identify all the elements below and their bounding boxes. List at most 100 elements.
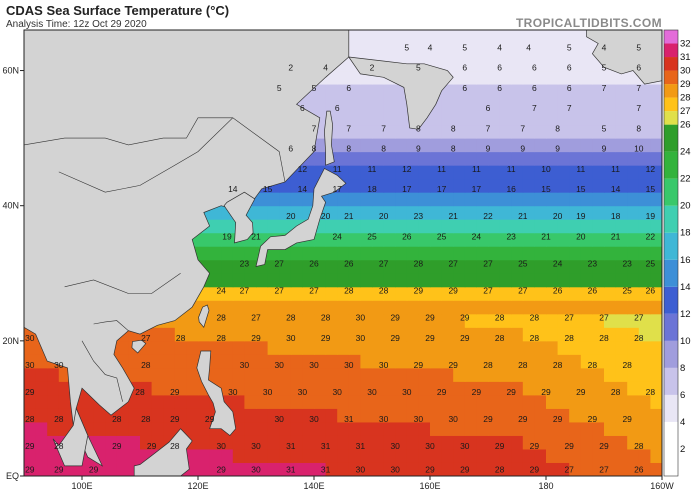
sst-cell — [476, 354, 489, 369]
sst-cell — [430, 138, 443, 153]
lat-label: 60N — [2, 66, 19, 76]
sst-value: 5 — [277, 83, 282, 93]
sst-value: 30 — [274, 414, 284, 424]
sst-cell — [267, 462, 280, 477]
sst-cell — [534, 30, 547, 45]
sst-cell — [638, 246, 651, 261]
sst-cell — [650, 124, 663, 139]
sst-cell — [279, 300, 292, 315]
sst-value: 21 — [344, 211, 354, 221]
sst-cell — [348, 178, 361, 193]
sst-cell — [314, 327, 327, 342]
sst-cell — [604, 259, 617, 274]
sst-cell — [615, 354, 628, 369]
sst-cell — [174, 340, 187, 355]
sst-cell — [395, 327, 408, 342]
sst-cell — [395, 124, 408, 139]
sst-value: 24 — [216, 286, 226, 296]
sst-cell — [348, 232, 361, 247]
sst-cell — [569, 124, 582, 139]
sst-cell — [604, 421, 617, 436]
sst-cell — [546, 70, 559, 85]
sst-cell — [418, 286, 431, 301]
sst-cell — [279, 448, 292, 463]
sst-cell — [580, 165, 593, 180]
sst-cell — [163, 421, 176, 436]
sst-cell — [453, 43, 466, 58]
sst-cell — [418, 340, 431, 355]
sst-cell — [453, 111, 466, 126]
sst-cell — [615, 219, 628, 234]
sst-cell — [580, 394, 593, 409]
sst-cell — [499, 381, 512, 396]
sst-cell — [441, 43, 454, 58]
sst-cell — [511, 300, 524, 315]
sst-cell — [604, 192, 617, 207]
sst-value: 27 — [483, 259, 493, 269]
sst-cell — [464, 97, 477, 112]
sst-cell — [464, 84, 477, 99]
sst-cell — [557, 435, 570, 450]
sst-cell — [279, 394, 292, 409]
sst-cell — [650, 340, 663, 355]
sst-cell — [198, 408, 211, 423]
sst-cell — [522, 462, 535, 477]
sst-cell — [580, 178, 593, 193]
sst-value: 29 — [170, 387, 180, 397]
sst-cell — [372, 84, 385, 99]
sst-cell — [557, 286, 570, 301]
sst-cell — [511, 340, 524, 355]
sst-cell — [476, 124, 489, 139]
sst-cell — [430, 367, 443, 382]
sst-cell — [418, 30, 431, 45]
sst-value: 29 — [89, 465, 99, 475]
sst-value: 21 — [448, 211, 458, 221]
sst-cell — [383, 448, 396, 463]
sst-cell — [522, 259, 535, 274]
sst-cell — [650, 354, 663, 369]
sst-cell — [546, 84, 559, 99]
sst-cell — [383, 111, 396, 126]
sst-cell — [580, 340, 593, 355]
colorbar-swatch — [664, 421, 678, 476]
sst-cell — [406, 381, 419, 396]
sst-cell — [244, 246, 257, 261]
sst-cell — [627, 340, 640, 355]
sst-cell — [546, 286, 559, 301]
sst-cell — [580, 57, 593, 72]
sst-cell — [221, 286, 234, 301]
sst-cell — [569, 462, 582, 477]
sst-cell — [325, 327, 338, 342]
sst-cell — [511, 57, 524, 72]
sst-cell — [592, 421, 605, 436]
sst-cell — [604, 273, 617, 288]
sst-cell — [627, 354, 640, 369]
sst-cell — [464, 273, 477, 288]
sst-cell — [569, 273, 582, 288]
sst-cell — [314, 381, 327, 396]
sst-cell — [325, 462, 338, 477]
sst-cell — [325, 421, 338, 436]
sst-cell — [627, 273, 640, 288]
sst-cell — [244, 381, 257, 396]
sst-value: 27 — [564, 465, 574, 475]
sst-cell — [557, 354, 570, 369]
sst-cell — [488, 340, 501, 355]
sst-cell — [569, 381, 582, 396]
sst-cell — [534, 57, 547, 72]
sst-value: 6 — [567, 83, 572, 93]
colorbar-swatch — [664, 111, 678, 125]
hainan — [131, 339, 147, 354]
sst-value: 29 — [112, 441, 122, 451]
sst-value: 28 — [135, 387, 145, 397]
sst-cell — [488, 448, 501, 463]
sst-cell — [499, 354, 512, 369]
sst-cell — [464, 57, 477, 72]
sst-cell — [221, 246, 234, 261]
sst-value: 26 — [309, 259, 319, 269]
sst-cell — [116, 448, 129, 463]
sst-cell — [534, 381, 547, 396]
sst-cell — [557, 367, 570, 382]
sst-cell — [383, 300, 396, 315]
sst-cell — [337, 381, 350, 396]
